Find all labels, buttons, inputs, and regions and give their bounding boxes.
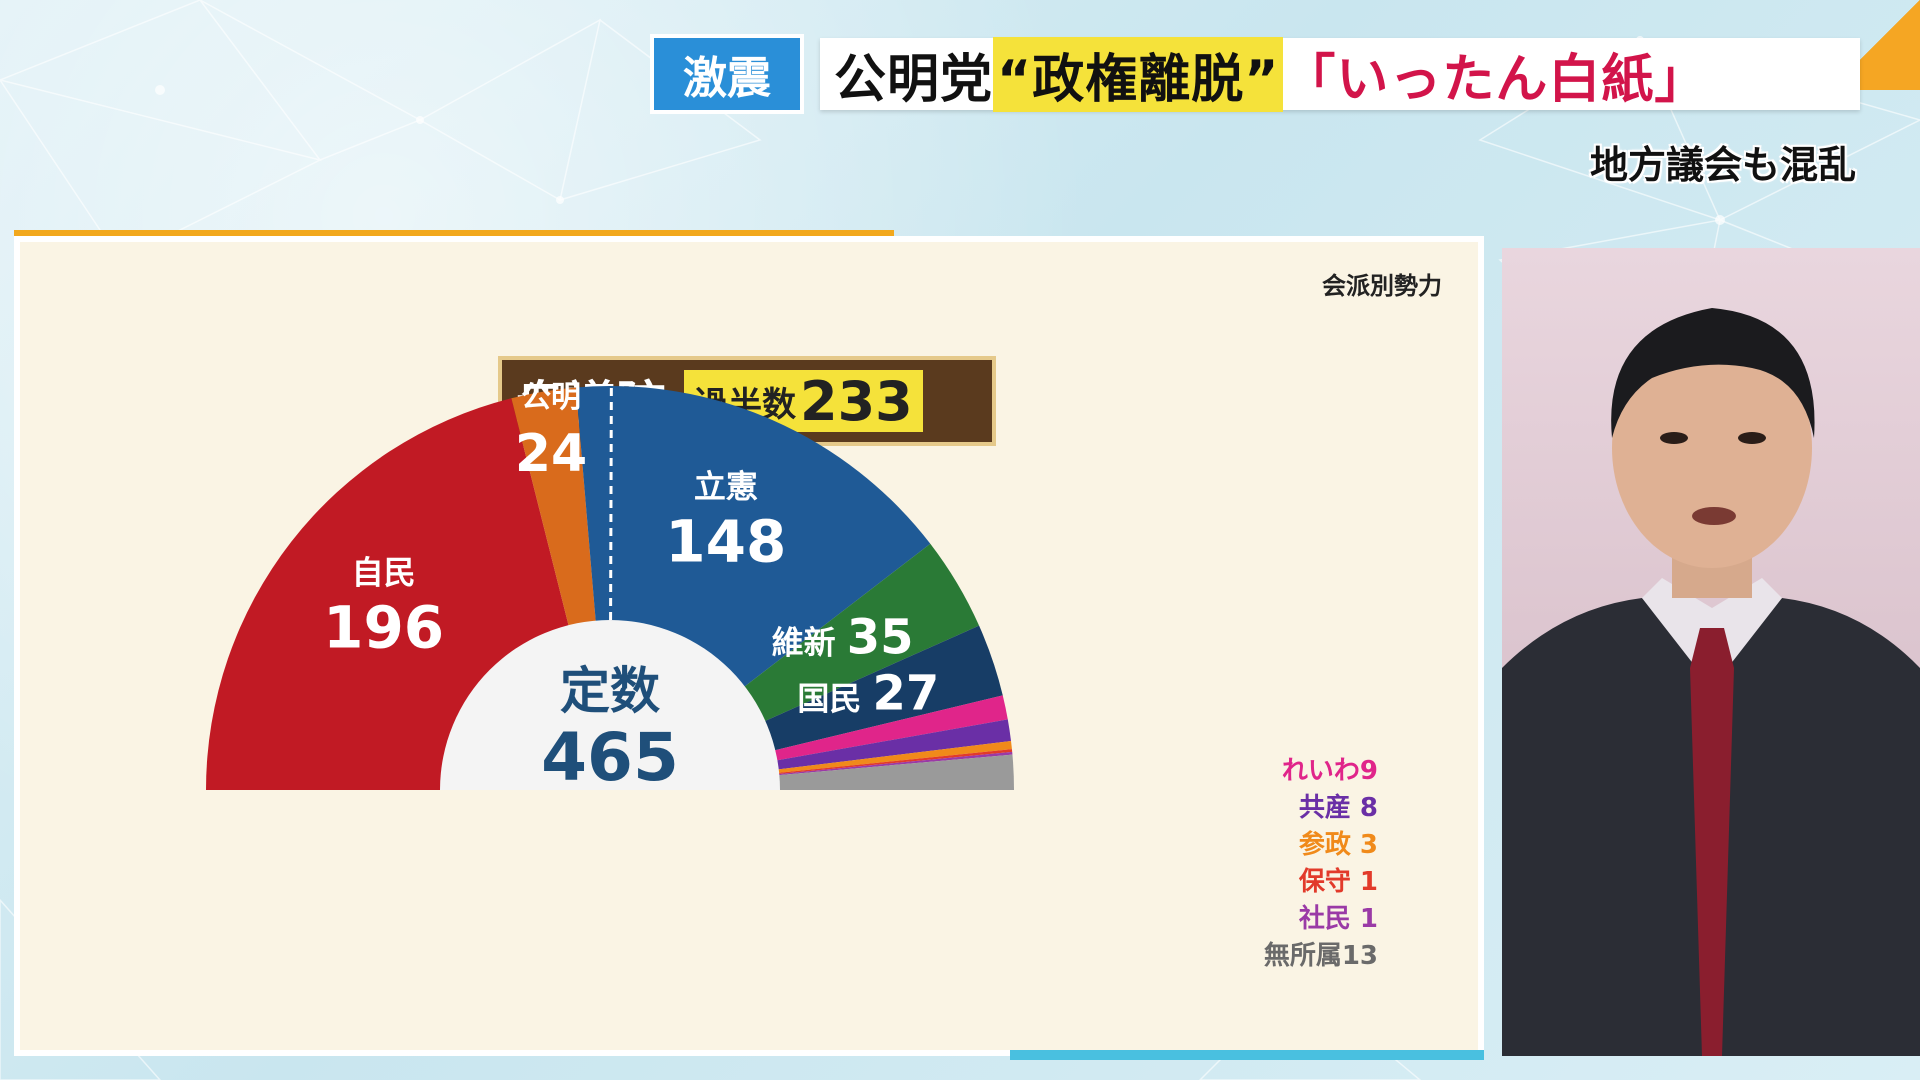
headline-text: 公明党 “政権離脱” 「いったん白紙」 bbox=[834, 36, 1707, 112]
chart-center bbox=[440, 620, 780, 790]
minor-label-6: 共産 8 bbox=[1298, 793, 1378, 823]
minor-label-5: れいわ9 bbox=[1281, 756, 1378, 786]
minor-label-10: 無所属13 bbox=[1263, 941, 1378, 971]
subheadline: 地方議会も混乱 bbox=[1589, 143, 1856, 187]
total-label: 定数 bbox=[560, 662, 660, 720]
segment-value-1: 24 bbox=[515, 424, 587, 484]
panel-frame-bottom bbox=[1010, 1050, 1484, 1060]
segment-name-0: 自民 bbox=[352, 554, 416, 592]
segment-value-0: 196 bbox=[323, 594, 444, 662]
segment-name-1: 公明 bbox=[521, 380, 581, 415]
minor-label-8: 保守 1 bbox=[1298, 867, 1378, 897]
total-value: 465 bbox=[541, 719, 679, 796]
headline-part-emphasis: 「いったん白紙」 bbox=[1283, 49, 1708, 110]
segment-value-2: 148 bbox=[665, 507, 786, 575]
majority-box: 過半数 233 bbox=[684, 369, 923, 433]
headline-part-quote: “政権離脱” bbox=[993, 36, 1284, 112]
presenter-figure bbox=[1502, 308, 1920, 1056]
headline-part-party: 公明党 bbox=[834, 49, 994, 110]
minor-label-9: 社民 1 bbox=[1298, 904, 1378, 934]
segment-name-2: 立憲 bbox=[694, 467, 758, 505]
majority-value: 233 bbox=[800, 369, 913, 433]
segment-label-4: 国民 27 bbox=[797, 665, 939, 721]
panel-caption: 会派別勢力 bbox=[1322, 272, 1442, 300]
majority-line bbox=[609, 385, 613, 621]
presenter-video bbox=[1502, 248, 1920, 1056]
segment-label-3: 維新 35 bbox=[772, 610, 914, 666]
minor-label-7: 参政 3 bbox=[1298, 830, 1378, 860]
headline-tag: 激震 bbox=[650, 34, 804, 114]
panel-frame-accent bbox=[14, 230, 894, 240]
